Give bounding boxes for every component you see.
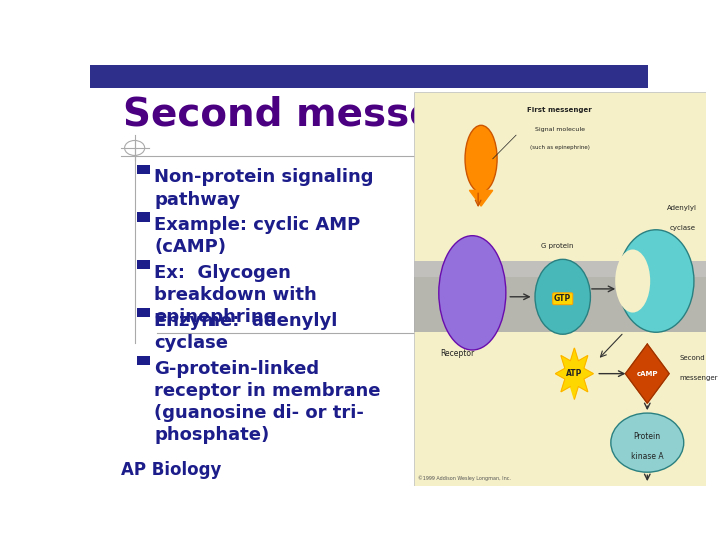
Text: Enzyme:  adenylyl
cyclase: Enzyme: adenylyl cyclase — [154, 312, 338, 352]
Polygon shape — [555, 348, 593, 399]
Text: Second messengers: Second messengers — [124, 96, 560, 134]
FancyBboxPatch shape — [138, 308, 150, 317]
FancyBboxPatch shape — [414, 92, 706, 486]
Text: (such as epinephrine): (such as epinephrine) — [530, 145, 590, 150]
Ellipse shape — [615, 249, 650, 313]
Polygon shape — [469, 190, 492, 206]
Text: messenger: messenger — [680, 375, 718, 381]
FancyBboxPatch shape — [138, 260, 150, 269]
Text: ©1999 Addison Wesley Longman, Inc.: ©1999 Addison Wesley Longman, Inc. — [418, 475, 511, 481]
Text: First messenger: First messenger — [528, 106, 592, 112]
FancyBboxPatch shape — [138, 165, 150, 174]
Ellipse shape — [611, 413, 684, 472]
Text: kinase A: kinase A — [631, 452, 664, 461]
Text: Second: Second — [680, 355, 705, 361]
FancyBboxPatch shape — [138, 212, 150, 221]
Text: Protein: Protein — [634, 432, 661, 441]
FancyBboxPatch shape — [138, 356, 150, 365]
Text: Receptor: Receptor — [441, 349, 475, 358]
FancyBboxPatch shape — [414, 261, 706, 332]
Text: Ex:  Glycogen
breakdown with
epinephrine: Ex: Glycogen breakdown with epinephrine — [154, 264, 317, 326]
Text: GTP: GTP — [554, 294, 572, 303]
Ellipse shape — [465, 125, 497, 192]
Ellipse shape — [438, 235, 506, 350]
Text: cyclase: cyclase — [670, 225, 696, 231]
Text: Adenylyl: Adenylyl — [667, 205, 697, 211]
Ellipse shape — [618, 230, 694, 332]
Text: G-protein-linked
receptor in membrane
(guanosine di- or tri-
phosphate): G-protein-linked receptor in membrane (g… — [154, 360, 381, 444]
Text: G protein: G protein — [541, 242, 573, 248]
Text: ATP: ATP — [566, 369, 582, 378]
FancyBboxPatch shape — [90, 65, 648, 87]
Ellipse shape — [535, 259, 590, 334]
Text: Example: cyclic AMP
(cAMP): Example: cyclic AMP (cAMP) — [154, 216, 361, 256]
Text: Signal molecule: Signal molecule — [535, 127, 585, 132]
Polygon shape — [626, 344, 669, 403]
Text: Non-protein signaling
pathway: Non-protein signaling pathway — [154, 168, 374, 208]
Text: cAMP: cAMP — [636, 370, 658, 377]
Text: AP Biology: AP Biology — [121, 461, 221, 479]
FancyBboxPatch shape — [414, 261, 706, 277]
